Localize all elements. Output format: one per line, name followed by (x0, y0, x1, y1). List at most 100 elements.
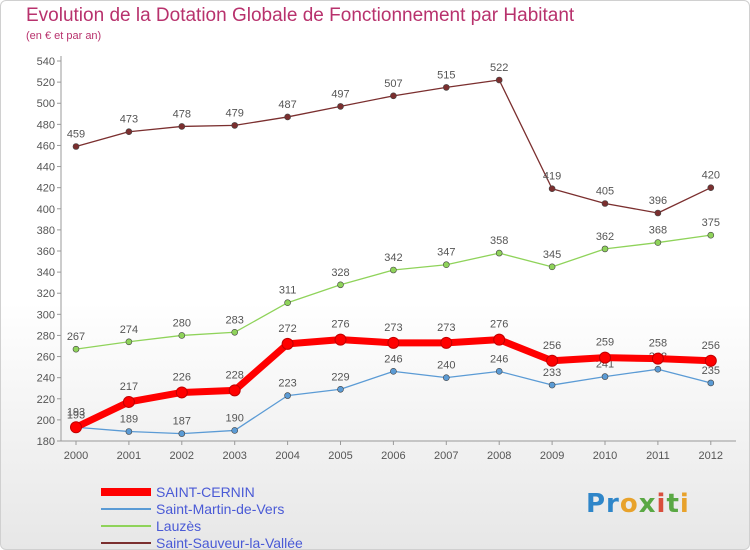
y-tick-label: 220 (37, 394, 55, 406)
data-label: 276 (331, 319, 349, 331)
data-point (546, 354, 559, 367)
data-point (440, 336, 453, 349)
data-label: 515 (437, 69, 455, 81)
data-point (72, 143, 80, 150)
data-point (387, 336, 400, 349)
data-point (495, 368, 503, 375)
data-label: 345 (543, 249, 561, 261)
x-tick-label: 2001 (117, 450, 141, 462)
x-tick-label: 2012 (699, 450, 723, 462)
y-tick-label: 500 (37, 98, 55, 110)
data-label: 419 (543, 171, 561, 183)
data-label: 240 (437, 360, 455, 372)
data-point (228, 384, 241, 397)
data-label: 187 (173, 416, 191, 428)
data-label: 259 (596, 337, 614, 349)
data-label: 311 (279, 285, 297, 297)
data-point (122, 395, 135, 408)
x-tick-label: 2006 (381, 450, 405, 462)
legend-label: Lauzès (156, 518, 201, 534)
data-point (599, 351, 611, 364)
data-point (442, 84, 450, 91)
data-point (601, 373, 609, 380)
data-point (334, 333, 347, 346)
y-tick-label: 300 (37, 309, 55, 321)
data-point (707, 184, 715, 191)
data-label: 497 (331, 88, 349, 100)
data-label: 223 (278, 378, 296, 390)
data-point (284, 299, 291, 307)
x-tick-label: 2003 (222, 450, 246, 462)
data-point (495, 76, 503, 84)
series-line (75, 368, 712, 435)
data-point (654, 239, 662, 246)
proxiti-logo: Proxiti (586, 489, 690, 519)
data-label: 473 (120, 114, 138, 126)
data-label: 272 (278, 323, 296, 335)
data-label: 478 (173, 108, 191, 120)
y-tick-label: 360 (37, 246, 55, 258)
data-point (654, 365, 662, 373)
data-point (125, 128, 133, 136)
data-label: 347 (437, 247, 455, 259)
data-label: 274 (120, 324, 138, 336)
legend-label: Saint-Martin-de-Vers (156, 501, 284, 517)
data-point (601, 245, 609, 253)
y-tick-label: 180 (37, 436, 55, 448)
data-label: 233 (543, 367, 561, 379)
legend-label: Saint-Sauveur-la-Vallée (156, 535, 303, 550)
data-point (231, 328, 238, 336)
data-label: 522 (490, 62, 508, 74)
data-point (178, 332, 186, 339)
data-label: 189 (120, 414, 138, 426)
x-tick-label: 2004 (275, 450, 299, 462)
y-tick-label: 520 (37, 77, 55, 89)
data-label: 405 (596, 186, 614, 198)
y-tick-label: 400 (37, 204, 55, 216)
y-tick-label: 240 (37, 373, 55, 385)
data-label: 280 (173, 317, 191, 329)
data-label: 193 (67, 409, 85, 421)
data-label: 246 (384, 353, 402, 365)
data-point (337, 281, 344, 289)
series-line (75, 79, 712, 214)
x-tick-label: 2000 (64, 450, 88, 462)
data-label: 362 (596, 231, 614, 243)
data-point (390, 92, 397, 100)
data-point (442, 261, 450, 269)
x-tick-label: 2005 (328, 450, 352, 462)
data-point (284, 392, 291, 399)
data-label: 256 (702, 340, 720, 352)
data-point (72, 345, 80, 353)
data-label: 283 (226, 314, 244, 326)
data-label: 358 (490, 235, 508, 247)
data-point (178, 123, 186, 130)
legend-label: SAINT-CERNIN (156, 484, 255, 500)
data-point (337, 103, 344, 110)
y-tick-label: 260 (37, 352, 55, 364)
data-label: 217 (120, 381, 138, 393)
data-label: 226 (173, 371, 191, 383)
y-tick-label: 480 (37, 119, 55, 131)
data-point (337, 385, 344, 393)
data-point (284, 113, 291, 121)
data-point (601, 200, 609, 207)
data-point (495, 249, 503, 257)
data-label: 256 (543, 340, 561, 352)
data-label: 267 (67, 331, 85, 343)
data-label: 368 (649, 225, 667, 237)
y-tick-label: 320 (37, 288, 55, 300)
data-label: 375 (702, 217, 720, 229)
y-tick-label: 460 (37, 140, 55, 152)
x-tick-label: 2002 (170, 450, 194, 462)
data-label: 276 (490, 319, 508, 331)
data-point (442, 374, 450, 381)
data-label: 241 (596, 359, 614, 371)
data-point (125, 338, 133, 346)
x-tick-label: 2010 (593, 450, 617, 462)
data-point (281, 337, 294, 350)
x-tick-label: 2007 (434, 450, 458, 462)
data-point (178, 430, 186, 437)
data-label: 190 (226, 412, 244, 424)
data-point (390, 368, 397, 375)
